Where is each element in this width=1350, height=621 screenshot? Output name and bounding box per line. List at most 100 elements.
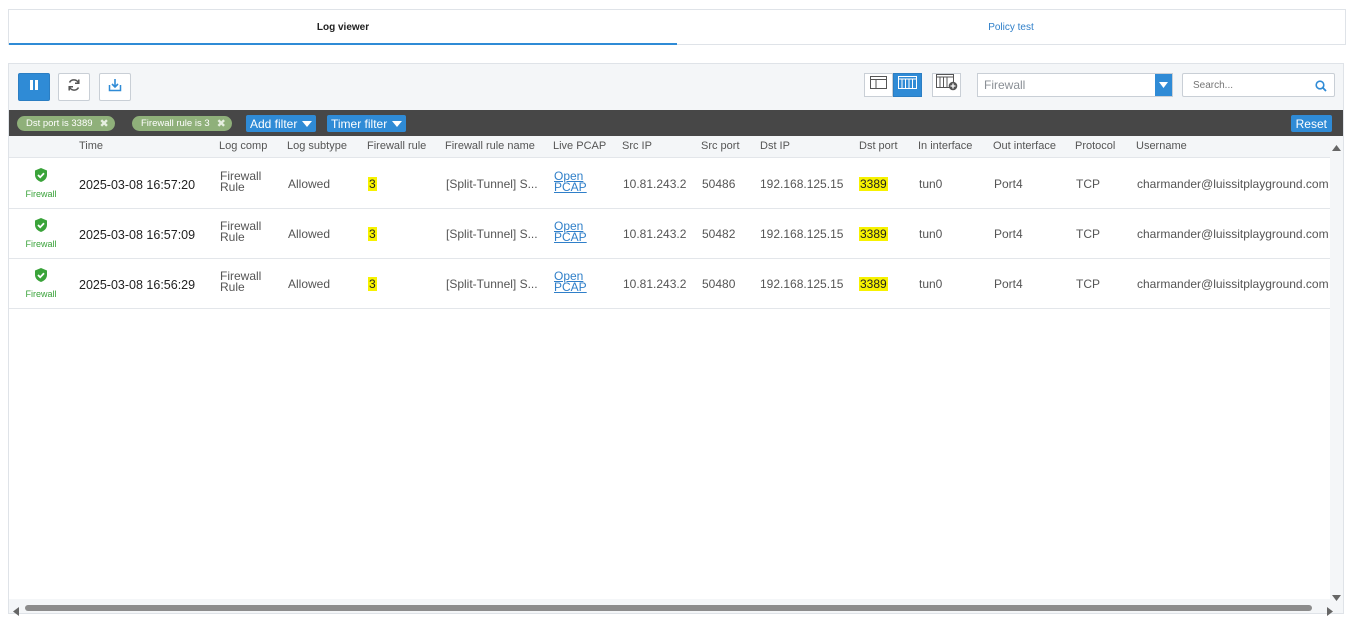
protocol-cell: TCP [1076, 277, 1100, 291]
chevron-down-icon[interactable] [1155, 74, 1172, 96]
column-header-src-port[interactable]: Src port [701, 140, 740, 152]
remove-filter-icon[interactable]: ✖ [99, 118, 109, 130]
pause-button[interactable] [18, 73, 50, 101]
column-header-log-subtype[interactable]: Log subtype [287, 140, 347, 152]
column-header-dst-ip[interactable]: Dst IP [760, 140, 790, 152]
type-label: Firewall [25, 189, 57, 199]
view-detail-button[interactable] [864, 73, 893, 97]
column-header-in-interface[interactable]: In interface [918, 140, 973, 152]
log-comp-cell: Firewall Rule [220, 219, 262, 244]
log-subtype-cell: Allowed [288, 227, 331, 241]
add-filter-button[interactable]: Add filter [246, 115, 317, 132]
src-port-cell: 50480 [702, 277, 736, 291]
column-header-dst-port[interactable]: Dst port [859, 140, 898, 152]
protocol-cell: TCP [1076, 177, 1100, 191]
log-comp-cell: Firewall Rule [220, 169, 262, 193]
highlight-value: 3389 [859, 177, 888, 191]
dst-ip-cell: 192.168.125.15 [760, 227, 844, 241]
firewall-rule-cell: 3 [368, 277, 377, 291]
type-label: Firewall [25, 239, 57, 249]
toolbar: Firewall [9, 64, 1343, 110]
in-interface-cell: tun0 [919, 177, 943, 191]
dst-port-cell: 3389 [859, 227, 888, 241]
highlight-value: 3 [368, 177, 377, 191]
live-pcap-cell: Open PCAP [554, 269, 587, 294]
scroll-thumb[interactable] [25, 605, 1312, 611]
table-row[interactable]: Firewall 2025-03-08 16:56:29 Firewall Rul… [9, 259, 1330, 309]
view-grid-button[interactable] [893, 73, 922, 97]
scroll-down-icon[interactable] [1332, 588, 1341, 606]
module-select[interactable]: Firewall [977, 73, 1173, 97]
tab-log-viewer[interactable]: Log viewer [9, 10, 677, 45]
log-subtype-cell: Allowed [288, 177, 331, 191]
highlight-value: 3 [368, 277, 377, 291]
protocol-cell: TCP [1076, 227, 1100, 241]
horizontal-scrollbar[interactable] [13, 602, 1333, 616]
column-header-firewall-rule[interactable]: Firewall rule [367, 140, 427, 152]
open-pcap-link[interactable]: Open [554, 269, 584, 283]
type-label: Firewall [25, 289, 57, 299]
open-pcap-link[interactable]: PCAP [554, 180, 587, 194]
open-pcap-link[interactable]: Open [554, 169, 584, 183]
refresh-button[interactable] [58, 73, 90, 101]
log-comp-line: Firewall [220, 269, 262, 283]
column-header-time[interactable]: Time [79, 140, 104, 152]
open-pcap-link[interactable]: PCAP [554, 230, 587, 244]
shield-check-icon [33, 168, 49, 187]
column-settings-button[interactable] [932, 73, 961, 97]
open-pcap-link[interactable]: Open [554, 219, 584, 233]
table-row[interactable]: Firewall 2025-03-08 16:57:09 Firewall Rul… [9, 209, 1330, 259]
username-cell: charmander@luissitplayground.com [1137, 277, 1329, 291]
filter-chip-dst-port: Dst port is 3389 ✖ [17, 116, 115, 131]
table-header: Time Log comp Log subtype Firewall rule … [9, 136, 1330, 158]
tab-bar: Log viewer Policy test [8, 9, 1346, 45]
column-header-out-interface[interactable]: Out interface [993, 140, 1056, 152]
log-comp-line: Firewall [220, 169, 262, 183]
dst-ip-cell: 192.168.125.15 [760, 177, 844, 191]
live-pcap-cell: Open PCAP [554, 219, 587, 244]
firewall-type-cell: Firewall [24, 167, 58, 199]
dst-port-cell: 3389 [859, 177, 888, 191]
time-cell: 2025-03-08 16:57:09 [79, 228, 196, 242]
pause-icon [28, 78, 40, 96]
caret-down-icon [392, 120, 403, 127]
tab-policy-test[interactable]: Policy test [988, 21, 1034, 33]
firewall-type-cell: Firewall [24, 267, 58, 299]
filter-chip-label: Dst port is 3389 [26, 118, 93, 129]
scroll-left-icon[interactable] [13, 603, 19, 621]
log-comp-line: Firewall [220, 219, 262, 233]
remove-filter-icon[interactable]: ✖ [216, 118, 226, 130]
reset-button[interactable]: Reset [1290, 115, 1332, 132]
username-cell: charmander@luissitplayground.com [1137, 177, 1329, 191]
scroll-up-icon[interactable] [1332, 138, 1341, 156]
filter-chip-firewall-rule: Firewall rule is 3 ✖ [132, 116, 232, 131]
dst-port-cell: 3389 [859, 277, 888, 291]
log-subtype-cell: Allowed [288, 277, 331, 291]
time-cell: 2025-03-08 16:57:20 [79, 178, 196, 192]
column-header-live-pcap[interactable]: Live PCAP [553, 140, 607, 152]
column-header-username[interactable]: Username [1136, 140, 1187, 152]
timer-filter-button[interactable]: Timer filter [327, 115, 407, 132]
add-filter-label: Add filter [250, 116, 298, 131]
highlight-value: 3389 [859, 227, 888, 241]
search-icon[interactable] [1315, 79, 1327, 97]
export-icon [108, 78, 122, 97]
time-cell: 2025-03-08 16:56:29 [79, 278, 196, 292]
shield-check-icon [33, 268, 49, 287]
log-table: Time Log comp Log subtype Firewall rule … [9, 136, 1330, 599]
search-input[interactable] [1193, 79, 1313, 91]
log-comp-line: Rule [220, 230, 245, 244]
open-pcap-link[interactable]: PCAP [554, 280, 587, 294]
refresh-icon [67, 78, 81, 97]
column-header-log-comp[interactable]: Log comp [219, 140, 268, 152]
in-interface-cell: tun0 [919, 277, 943, 291]
src-ip-cell: 10.81.243.2 [623, 177, 687, 191]
column-header-protocol[interactable]: Protocol [1075, 140, 1116, 152]
export-button[interactable] [99, 73, 131, 101]
table-row[interactable]: Firewall 2025-03-08 16:57:20 Firewall Rul… [9, 159, 1330, 209]
column-header-firewall-rule-name[interactable]: Firewall rule name [445, 140, 535, 152]
log-viewer-panel: Firewall Dst port is 3389 ✖ Firewall rul… [8, 63, 1344, 616]
scroll-right-icon[interactable] [1327, 603, 1333, 621]
column-header-src-ip[interactable]: Src IP [622, 140, 652, 152]
grid-view-icon [898, 76, 917, 94]
